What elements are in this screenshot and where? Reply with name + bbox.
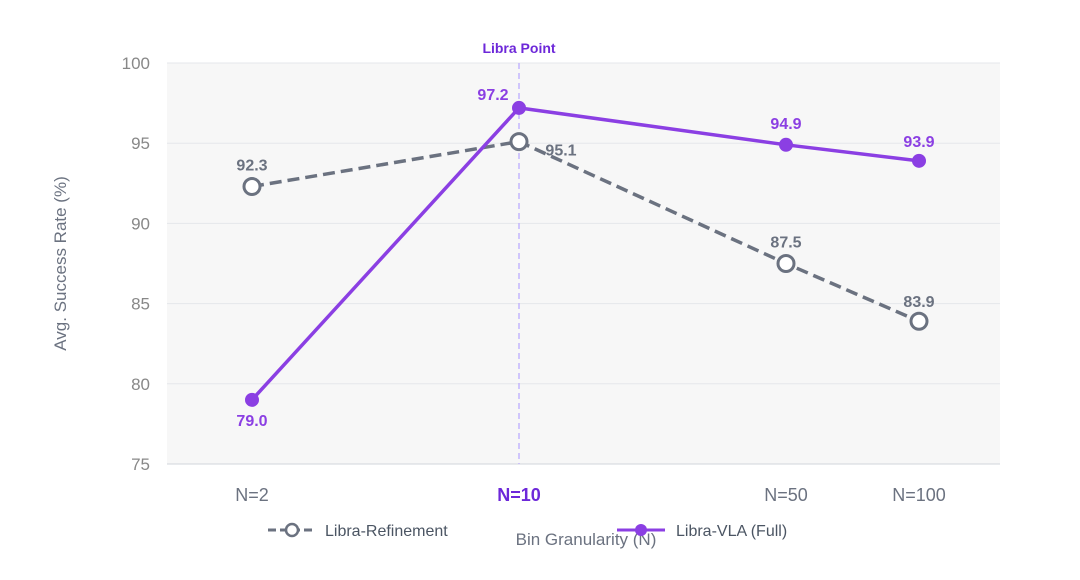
legend-item-libra-refinement: Libra-Refinement xyxy=(268,522,448,540)
data-point-libra-refinement xyxy=(776,254,796,273)
legend-marker-libra-vla xyxy=(635,524,647,536)
data-label-libra-refinement: 83.9 xyxy=(903,294,934,311)
x-tick-label: N=100 xyxy=(892,485,946,505)
y-tick-label: 100 xyxy=(122,54,150,73)
series-line-libra-refinement xyxy=(251,139,920,323)
grid-lines xyxy=(167,62,1000,465)
x-tick-label: N=10 xyxy=(497,485,541,505)
y-tick-label: 85 xyxy=(131,295,150,314)
y-tick-label: 90 xyxy=(131,214,150,233)
legend-item-libra-vla: Libra-VLA (Full) xyxy=(617,523,787,540)
series-layer: 92.3 95.1 87.5 83.9 79.0 97.2 94.9 93.9 xyxy=(236,87,934,430)
legend: Libra-Refinement Libra-VLA (Full) xyxy=(268,522,787,540)
y-axis-label: Avg. Success Rate (%) xyxy=(51,176,70,350)
data-point-libra-vla xyxy=(512,100,526,115)
x-axis-label: Bin Granularity (N) xyxy=(516,530,657,549)
series-libra-refinement: 92.3 95.1 87.5 83.9 xyxy=(236,132,935,331)
data-label-libra-vla: 79.0 xyxy=(236,413,267,430)
data-point-libra-refinement xyxy=(242,177,262,197)
data-point-libra-refinement xyxy=(509,132,529,152)
data-label-libra-refinement: 87.5 xyxy=(770,235,801,252)
data-label-libra-vla: 97.2 xyxy=(477,87,508,104)
series-line-libra-vla xyxy=(250,106,920,402)
y-tick-label: 95 xyxy=(131,134,150,153)
legend-marker-libra-refinement xyxy=(284,522,300,538)
series-libra-vla: 79.0 97.2 94.9 93.9 xyxy=(236,87,934,430)
data-point-libra-vla xyxy=(912,153,926,168)
y-axis-ticks: 75 80 85 90 95 100 xyxy=(122,54,150,474)
data-label-libra-refinement: 95.1 xyxy=(545,143,576,160)
data-label-libra-vla: 93.9 xyxy=(903,134,934,151)
x-tick-label: N=2 xyxy=(235,485,269,505)
reference-line-label: Libra Point xyxy=(482,40,555,56)
y-tick-label: 80 xyxy=(131,375,150,394)
legend-label-libra-refinement: Libra-Refinement xyxy=(325,523,448,540)
y-tick-label: 75 xyxy=(131,455,150,474)
legend-label-libra-vla: Libra-VLA (Full) xyxy=(676,523,787,540)
plot-area xyxy=(167,63,1000,464)
data-point-libra-vla xyxy=(779,137,793,152)
data-label-libra-refinement: 92.3 xyxy=(236,158,267,175)
x-axis-ticks: N=2 N=10 N=50 N=100 xyxy=(235,485,946,505)
data-point-libra-refinement xyxy=(909,311,929,331)
data-point-libra-vla xyxy=(245,392,259,407)
x-tick-label: N=50 xyxy=(764,485,808,505)
data-label-libra-vla: 94.9 xyxy=(770,116,801,133)
